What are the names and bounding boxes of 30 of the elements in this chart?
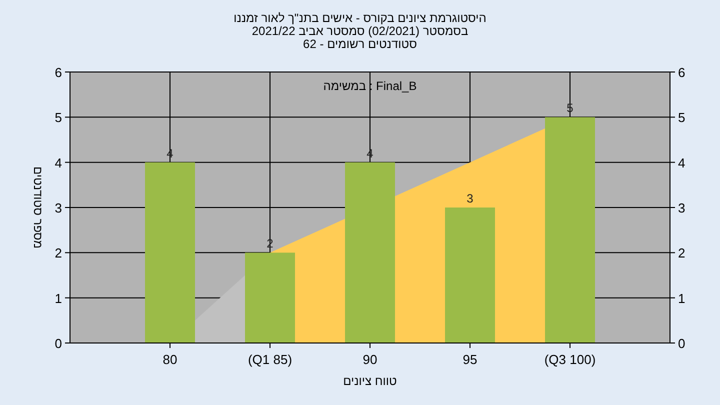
x-tick-label: (Q3 100) [544,352,596,367]
bar [545,117,595,343]
y2-tick-label: 1 [678,290,686,306]
y-tick-label: 0 [54,336,62,351]
annotation: במשימה : Final_B [323,79,417,93]
bar [145,162,195,343]
y2-tick-label: 2 [678,246,686,261]
chart-subtitle: בסמסטר (02/2021) סמסטר אביב 2021/22 [252,24,468,38]
y-axis-title: מספר סטודנטים [31,166,45,249]
x-tick-label: (Q1 85) [248,352,292,367]
x-axis-title: טווח ציונים [343,374,398,388]
x-tick-label: 80 [162,352,178,367]
y-tick-label: 3 [54,200,62,216]
text: סטודנטים רשומים - 62 [303,37,418,51]
x-tick-label: 90 [362,352,378,367]
y-tick-label: 6 [54,65,62,80]
chart-title: היסטוגרמת ציונים בקורס - אישים בתנ"ך לאור זמננו [234,11,486,25]
y2-tick-label: 3 [678,200,686,216]
y2-tick-label: 5 [678,110,686,126]
bar [345,162,395,343]
y2-tick-label: 4 [678,155,686,170]
y2-tick-label: 6 [678,65,686,80]
y-tick-label: 4 [54,155,62,170]
y-tick-label: 5 [54,110,62,126]
y-tick-label: 2 [54,246,62,261]
bar [445,208,495,343]
y2-tick-label: 0 [678,336,686,351]
x-tick-label: 95 [462,352,478,367]
y-tick-label: 1 [54,290,62,306]
data-label: 3 [466,192,474,206]
